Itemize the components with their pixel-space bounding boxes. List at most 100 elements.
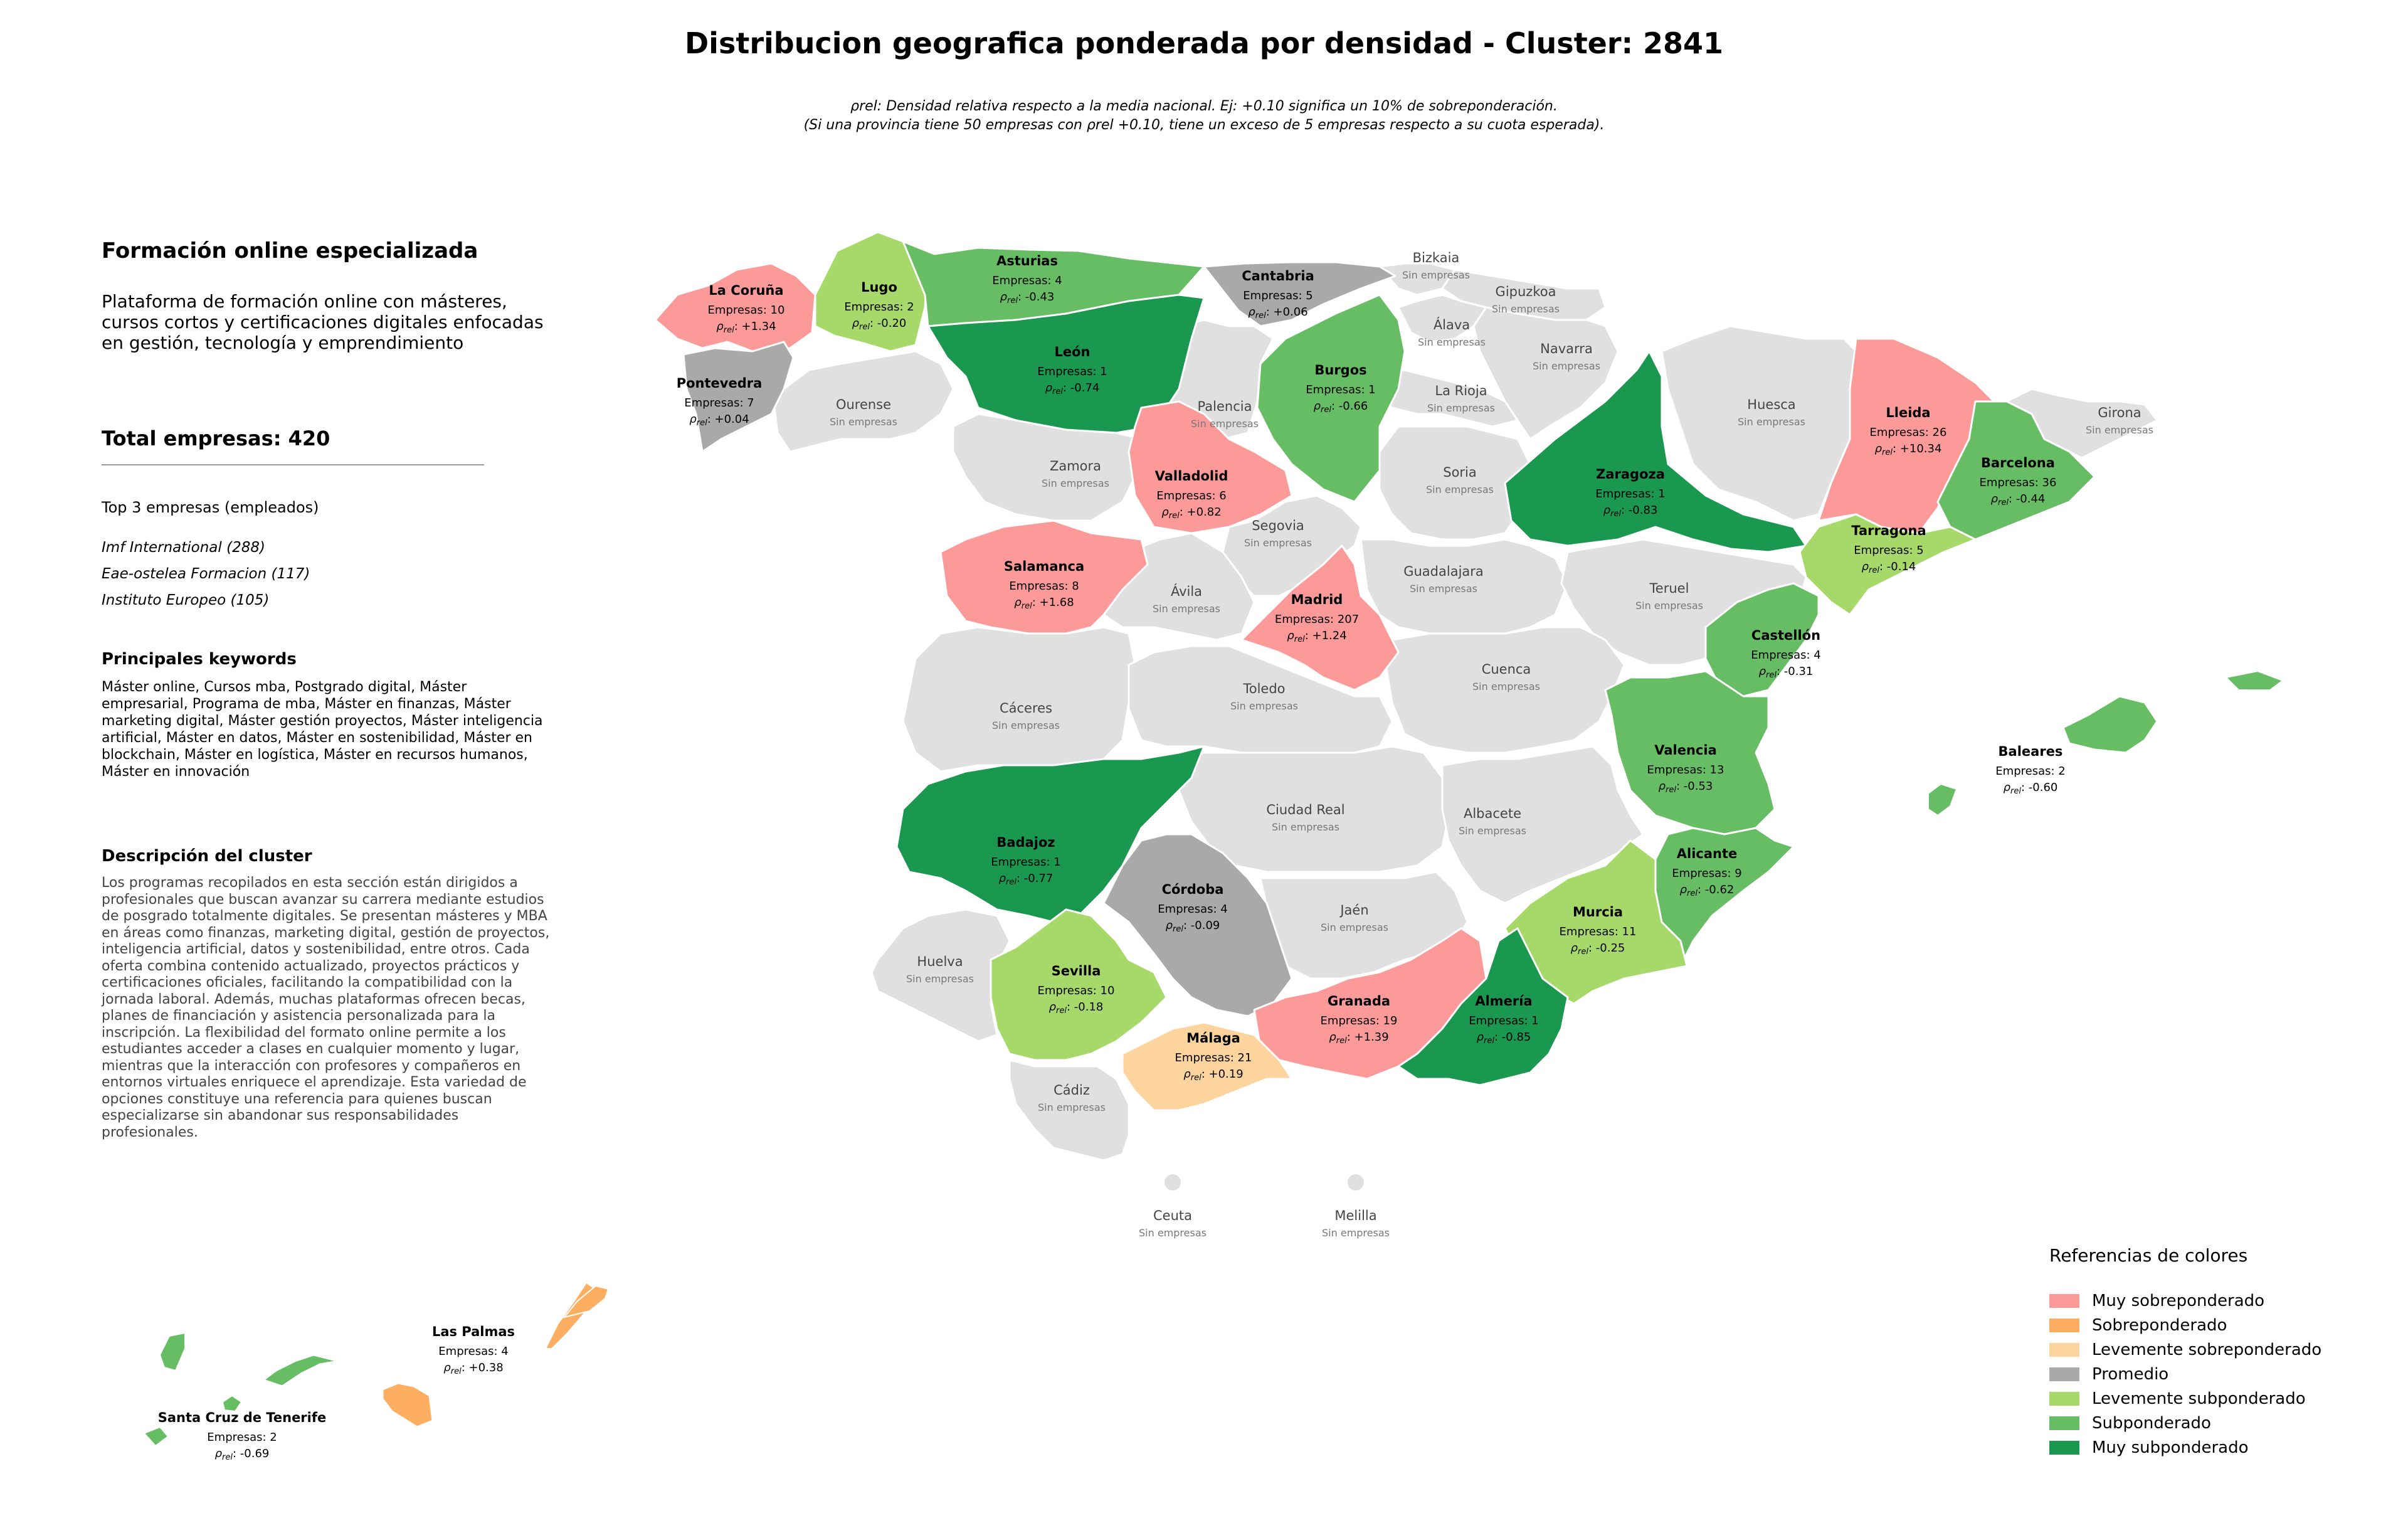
province-name-palencia: Palencia	[1198, 399, 1252, 414]
province-rho-almeria: ρrel: -0.85	[1477, 1031, 1531, 1046]
province-empty-bizkaia: Sin empresas	[1402, 269, 1470, 281]
province-rho-murcia: ρrel: -0.25	[1571, 942, 1625, 957]
province-empty-la-rioja: Sin empresas	[1427, 402, 1495, 414]
province-empresas-valladolid: Empresas: 6	[1156, 489, 1226, 502]
province-salamanca	[939, 519, 1149, 635]
legend-swatch	[2049, 1391, 2079, 1406]
province-empty-ourense: Sin empresas	[830, 416, 897, 428]
province-name-teruel: Teruel	[1649, 581, 1689, 596]
divider	[102, 464, 484, 465]
legend-label: Promedio	[2092, 1364, 2169, 1384]
total-companies: Total empresas: 420	[102, 427, 330, 450]
province-name-ceuta: Ceuta	[1153, 1208, 1192, 1223]
province-rho-pontevedra: ρrel: +0.04	[689, 413, 749, 428]
province-las-palmas	[381, 1382, 434, 1428]
province-name-segovia: Segovia	[1252, 518, 1304, 533]
province-name-guadalajara: Guadalajara	[1403, 564, 1484, 579]
province-ourense	[773, 350, 954, 453]
province-rho-burgos: ρrel: -0.66	[1314, 400, 1368, 415]
province-rho-santa-cruz-de-tenerife: ρrel: -0.69	[215, 1447, 270, 1462]
province-empresas-cantabria: Empresas: 5	[1243, 289, 1312, 302]
province-santa-cruz-de-tenerife-island	[221, 1394, 243, 1413]
cluster-name: Formación online especializada	[102, 238, 478, 263]
province-name-alicante: Alicante	[1677, 846, 1738, 861]
legend-item: Levemente sobreponderado	[2049, 1337, 2321, 1362]
province-empresas-alicante: Empresas: 9	[1672, 867, 1741, 880]
province-name-malaga: Málaga	[1186, 1031, 1240, 1046]
province-caceres	[902, 626, 1136, 773]
province-name-pontevedra: Pontevedra	[677, 376, 763, 391]
province-name-huelva: Huelva	[917, 954, 963, 969]
province-valladolid	[1127, 400, 1293, 534]
province-santa-cruz-de-tenerife	[262, 1354, 340, 1387]
province-name-murcia: Murcia	[1573, 905, 1623, 920]
province-name-la-rioja: La Rioja	[1435, 383, 1487, 398]
province-name-la-coruna: La Coruña	[709, 283, 783, 298]
province-empresas-murcia: Empresas: 11	[1560, 925, 1637, 938]
province-name-leon: León	[1054, 344, 1090, 359]
keywords-heading: Principales keywords	[102, 650, 297, 669]
province-name-badajoz: Badajoz	[996, 835, 1055, 850]
province-baleares	[2062, 695, 2158, 754]
legend-label: Subponderado	[2092, 1413, 2211, 1433]
province-empresas-la-coruna: Empresas: 10	[708, 304, 785, 317]
province-empty-caceres: Sin empresas	[992, 719, 1060, 731]
legend-swatch	[2049, 1318, 2079, 1332]
province-empresas-las-palmas: Empresas: 4	[438, 1345, 508, 1358]
top3-heading: Top 3 empresas (empleados)	[102, 499, 319, 516]
province-name-granada: Granada	[1328, 994, 1390, 1009]
legend-item: Subponderado	[2049, 1411, 2321, 1435]
province-empresas-lugo: Empresas: 2	[844, 300, 914, 314]
subtitle-line-1: ρrel: Densidad relativa respecto a la me…	[850, 98, 1558, 114]
province-name-burgos: Burgos	[1314, 363, 1366, 378]
legend-label: Levemente subponderado	[2092, 1389, 2306, 1408]
province-baleares-island	[2224, 670, 2284, 691]
province-name-huesca: Huesca	[1747, 397, 1795, 412]
province-empresas-tarragona: Empresas: 5	[1854, 544, 1923, 557]
province-rho-baleares: ρrel: -0.60	[2004, 781, 2058, 796]
province-barcelona	[1936, 400, 2096, 541]
province-name-albacete: Albacete	[1464, 806, 1521, 821]
chart-title: Distribucion geografica ponderada por de…	[685, 26, 1723, 60]
legend-swatch	[2049, 1342, 2079, 1357]
province-empresas-lleida: Empresas: 26	[1870, 426, 1947, 439]
province-burgos	[1256, 294, 1406, 503]
province-name-lleida: Lleida	[1886, 405, 1930, 420]
province-ceuta	[1164, 1174, 1181, 1191]
province-rho-tarragona: ρrel: -0.14	[1862, 560, 1916, 575]
province-la-coruna	[654, 262, 816, 353]
description-text: Los programas recopilados en esta secció…	[102, 875, 550, 1140]
province-empty-albacete: Sin empresas	[1459, 825, 1526, 837]
province-rho-asturias: ρrel: -0.43	[1000, 290, 1055, 305]
province-name-ciudad-real: Ciudad Real	[1266, 802, 1344, 817]
province-rho-leon: ρrel: -0.74	[1045, 381, 1100, 396]
province-rho-lugo: ρrel: -0.20	[852, 317, 907, 332]
province-empty-girona: Sin empresas	[2086, 424, 2153, 436]
province-rho-salamanca: ρrel: +1.68	[1014, 596, 1074, 611]
province-zaragoza	[1504, 350, 1807, 553]
province-rho-alicante: ρrel: -0.62	[1680, 883, 1735, 898]
province-rho-la-coruna: ρrel: +1.34	[716, 320, 776, 335]
legend-heading: Referencias de colores	[2049, 1245, 2248, 1266]
province-rho-granada: ρrel: +1.39	[1329, 1031, 1388, 1046]
legend-label: Sobreponderado	[2092, 1315, 2227, 1335]
province-cantabria	[1203, 261, 1397, 327]
province-empty-zamora: Sin empresas	[1042, 477, 1109, 489]
province-empresas-almeria: Empresas: 1	[1469, 1014, 1538, 1027]
province-empty-huelva: Sin empresas	[906, 973, 974, 985]
province-empresas-pontevedra: Empresas: 7	[684, 396, 754, 410]
province-rho-sevilla: ρrel: -0.18	[1049, 1000, 1104, 1016]
province-name-girona: Girona	[2098, 405, 2141, 420]
province-rho-madrid: ρrel: +1.24	[1287, 629, 1346, 644]
province-empty-guadalajara: Sin empresas	[1410, 583, 1477, 595]
province-empty-teruel: Sin empresas	[1635, 600, 1703, 612]
province-empty-segovia: Sin empresas	[1244, 537, 1312, 549]
province-empty-jaen: Sin empresas	[1321, 921, 1388, 933]
province-baleares-island	[1928, 783, 1958, 817]
province-name-avila: Ávila	[1171, 583, 1202, 599]
legend-swatch	[2049, 1416, 2079, 1430]
province-name-tarragona: Tarragona	[1851, 523, 1926, 538]
province-name-almeria: Almería	[1475, 994, 1532, 1009]
province-name-cadiz: Cádiz	[1054, 1083, 1090, 1098]
